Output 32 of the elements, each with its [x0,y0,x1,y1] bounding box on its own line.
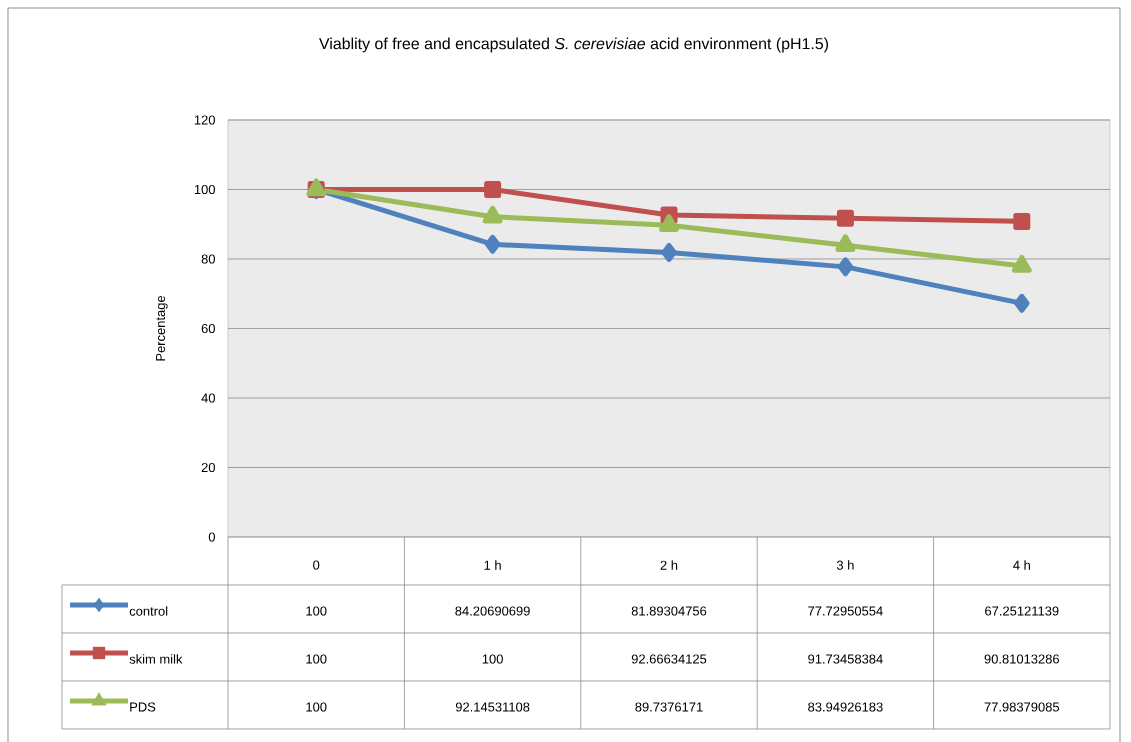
x-tick-label: 3 h [836,560,854,570]
y-axis-title: Percentage [156,295,168,361]
data-label: 92.14531108 [455,702,530,712]
y-tick-label: 80 [201,254,215,264]
data-label: 90.81013286 [984,654,1060,664]
y-tick-label: 40 [201,393,215,403]
chart-title: Viablity of free and encapsulated S. cerevisiae acid environment (pH1.5) [319,37,828,53]
data-label: 100 [306,606,327,616]
data-label: 89.7376171 [635,702,703,712]
y-tick-label: 0 [208,532,215,542]
x-tick-label: 1 h [484,560,501,570]
data-label: 91.73458384 [808,654,883,664]
data-label: 84.20690699 [455,606,530,616]
legend-label: skim milk [129,654,183,664]
x-tick-label: 0 [313,560,320,570]
legend-label: control [129,606,168,616]
data-label: 100 [482,654,503,664]
data-label: 77.98379085 [984,702,1060,712]
y-tick-label: 120 [194,115,215,125]
legend-label: PDS [130,702,156,712]
data-label: 83.94926183 [808,702,883,712]
x-tick-label: 2 h [660,560,678,570]
x-tick-label: 4 h [1013,560,1030,570]
data-label: 77.72950554 [808,606,883,616]
y-tick-label: 60 [201,323,215,334]
data-label: 100 [306,654,327,664]
y-tick-label: 100 [194,184,215,195]
y-tick-label: 20 [201,462,215,473]
data-label: 92.66634125 [631,654,707,664]
data-label: 81.89304756 [631,606,707,616]
data-label: 67.25121139 [985,606,1059,616]
data-label: 100 [306,702,327,712]
